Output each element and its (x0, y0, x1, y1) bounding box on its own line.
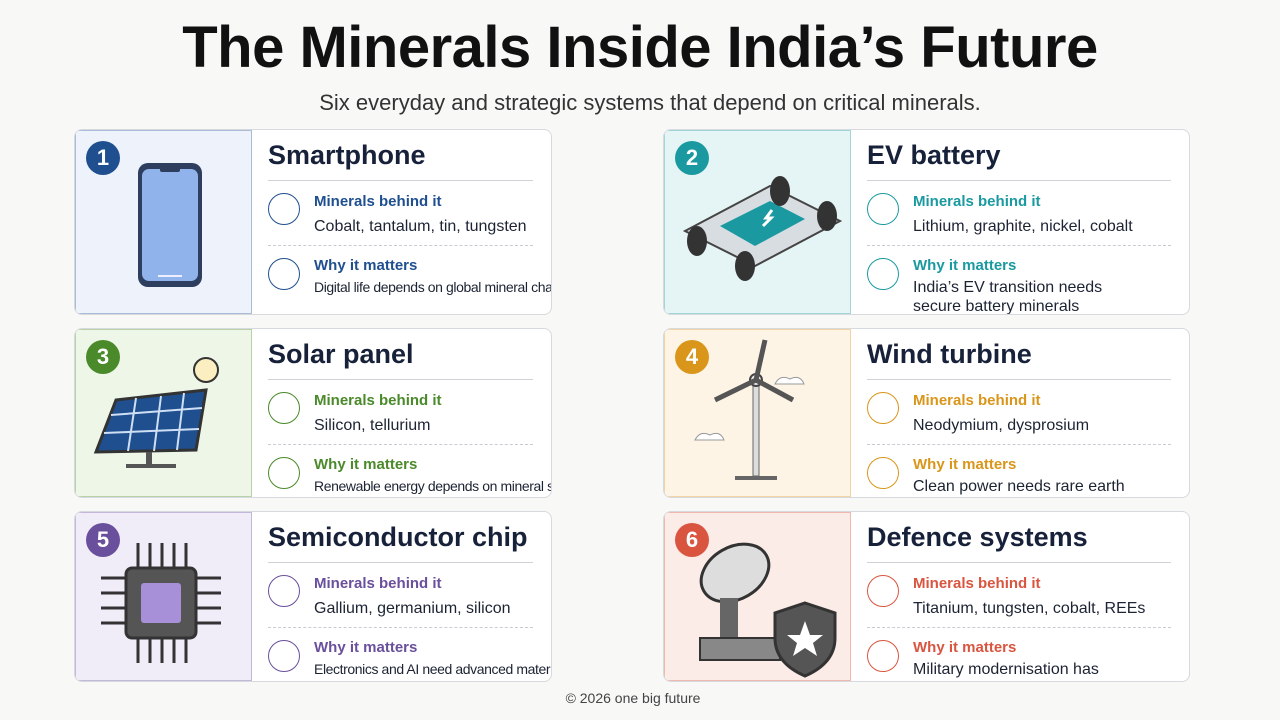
why-text: Military modernisation has mineral depen… (913, 661, 1099, 681)
page-title: The Minerals Inside India’s Future (182, 15, 1098, 80)
minerals-text: Gallium, germanium, silicon (314, 600, 511, 617)
divider (867, 180, 1171, 181)
why-icon (867, 640, 899, 672)
mineral-icon (268, 193, 300, 225)
why-label: Why it matters (913, 257, 1017, 274)
why-icon (268, 640, 300, 672)
why-icon (867, 258, 899, 290)
illustration-panel: 5 (75, 512, 252, 681)
card-number: 1 (86, 141, 120, 175)
divider (268, 180, 533, 181)
divider (268, 627, 533, 629)
card-title: Defence systems (867, 522, 1088, 552)
feature-card: 3 Solar panel Minerals behind it Silicon, t… (74, 328, 552, 498)
illustration-panel: 1 (75, 130, 252, 314)
feature-card: 5 Semiconductor chip Minerals behind it Gal… (74, 511, 552, 682)
why-label: Why it matters (314, 456, 418, 473)
divider (867, 562, 1171, 563)
illustration (93, 357, 219, 468)
minerals-label: Minerals behind it (913, 575, 1041, 592)
minerals-label: Minerals behind it (913, 193, 1041, 210)
why-text: India’s EV transition needs secure batte… (913, 279, 1103, 315)
card-number: 3 (86, 340, 120, 374)
illustration (682, 176, 843, 281)
divider (867, 444, 1171, 446)
card-title: EV battery (867, 140, 1001, 170)
why-text: Digital life depends on global mineral c… (314, 279, 552, 295)
card-number: 6 (675, 523, 709, 557)
card-number: 4 (675, 340, 709, 374)
card-title: Smartphone (268, 140, 426, 170)
minerals-text: Lithium, graphite, nickel, cobalt (913, 218, 1133, 235)
minerals-text: Neodymium, dysprosium (913, 417, 1090, 434)
why-label: Why it matters (913, 639, 1017, 656)
illustration (101, 543, 221, 663)
feature-card: 4 Wind turbine Minerals behind it Neodymium… (663, 328, 1190, 498)
feature-card: 6 Defence systems Minerals behind it Titani… (663, 511, 1190, 682)
illustration (699, 542, 837, 678)
illustration-panel: 2 (664, 130, 851, 314)
card-number: 5 (86, 523, 120, 557)
feature-card: 2 EV battery Minerals behind it Lithium, gr… (663, 129, 1190, 315)
mineral-icon (867, 193, 899, 225)
minerals-label: Minerals behind it (314, 392, 442, 409)
minerals-text: Silicon, tellurium (314, 417, 431, 434)
why-label: Why it matters (314, 257, 418, 274)
minerals-text: Cobalt, tantalum, tin, tungsten (314, 218, 527, 235)
card-title: Semiconductor chip (268, 522, 528, 552)
why-label: Why it matters (314, 639, 418, 656)
illustration-panel: 4 (664, 329, 851, 497)
illustration-panel: 3 (75, 329, 252, 497)
feature-card: 1 Smartphone Minerals behind it Cobalt, tan… (74, 129, 552, 315)
page-subtitle: Six everyday and strategic systems that … (319, 90, 981, 115)
why-icon (268, 457, 300, 489)
card-title: Wind turbine (867, 339, 1032, 369)
why-text: Electronics and AI need advanced materia… (314, 661, 552, 677)
card-title: Solar panel (268, 339, 414, 369)
mineral-icon (867, 392, 899, 424)
card-number: 2 (675, 141, 709, 175)
divider (268, 562, 533, 563)
illustration-panel: 6 (664, 512, 851, 681)
divider (268, 444, 533, 446)
why-text: Renewable energy depends on mineral supp… (314, 478, 551, 494)
why-icon (268, 258, 300, 290)
illustration (694, 339, 805, 480)
illustration (138, 163, 202, 287)
why-label: Why it matters (913, 456, 1017, 473)
mineral-icon (268, 392, 300, 424)
divider (268, 379, 533, 380)
why-text: Clean power needs rare earth magnets (913, 478, 1125, 495)
minerals-text: Titanium, tungsten, cobalt, REEs (913, 600, 1146, 617)
minerals-label: Minerals behind it (314, 193, 442, 210)
mineral-icon (867, 575, 899, 607)
divider (867, 379, 1171, 380)
divider (867, 627, 1171, 629)
minerals-label: Minerals behind it (913, 392, 1041, 409)
why-icon (867, 457, 899, 489)
minerals-label: Minerals behind it (314, 575, 442, 592)
divider (268, 245, 533, 247)
footer: © 2026 one big future (565, 690, 701, 706)
mineral-icon (268, 575, 300, 607)
divider (867, 245, 1171, 247)
